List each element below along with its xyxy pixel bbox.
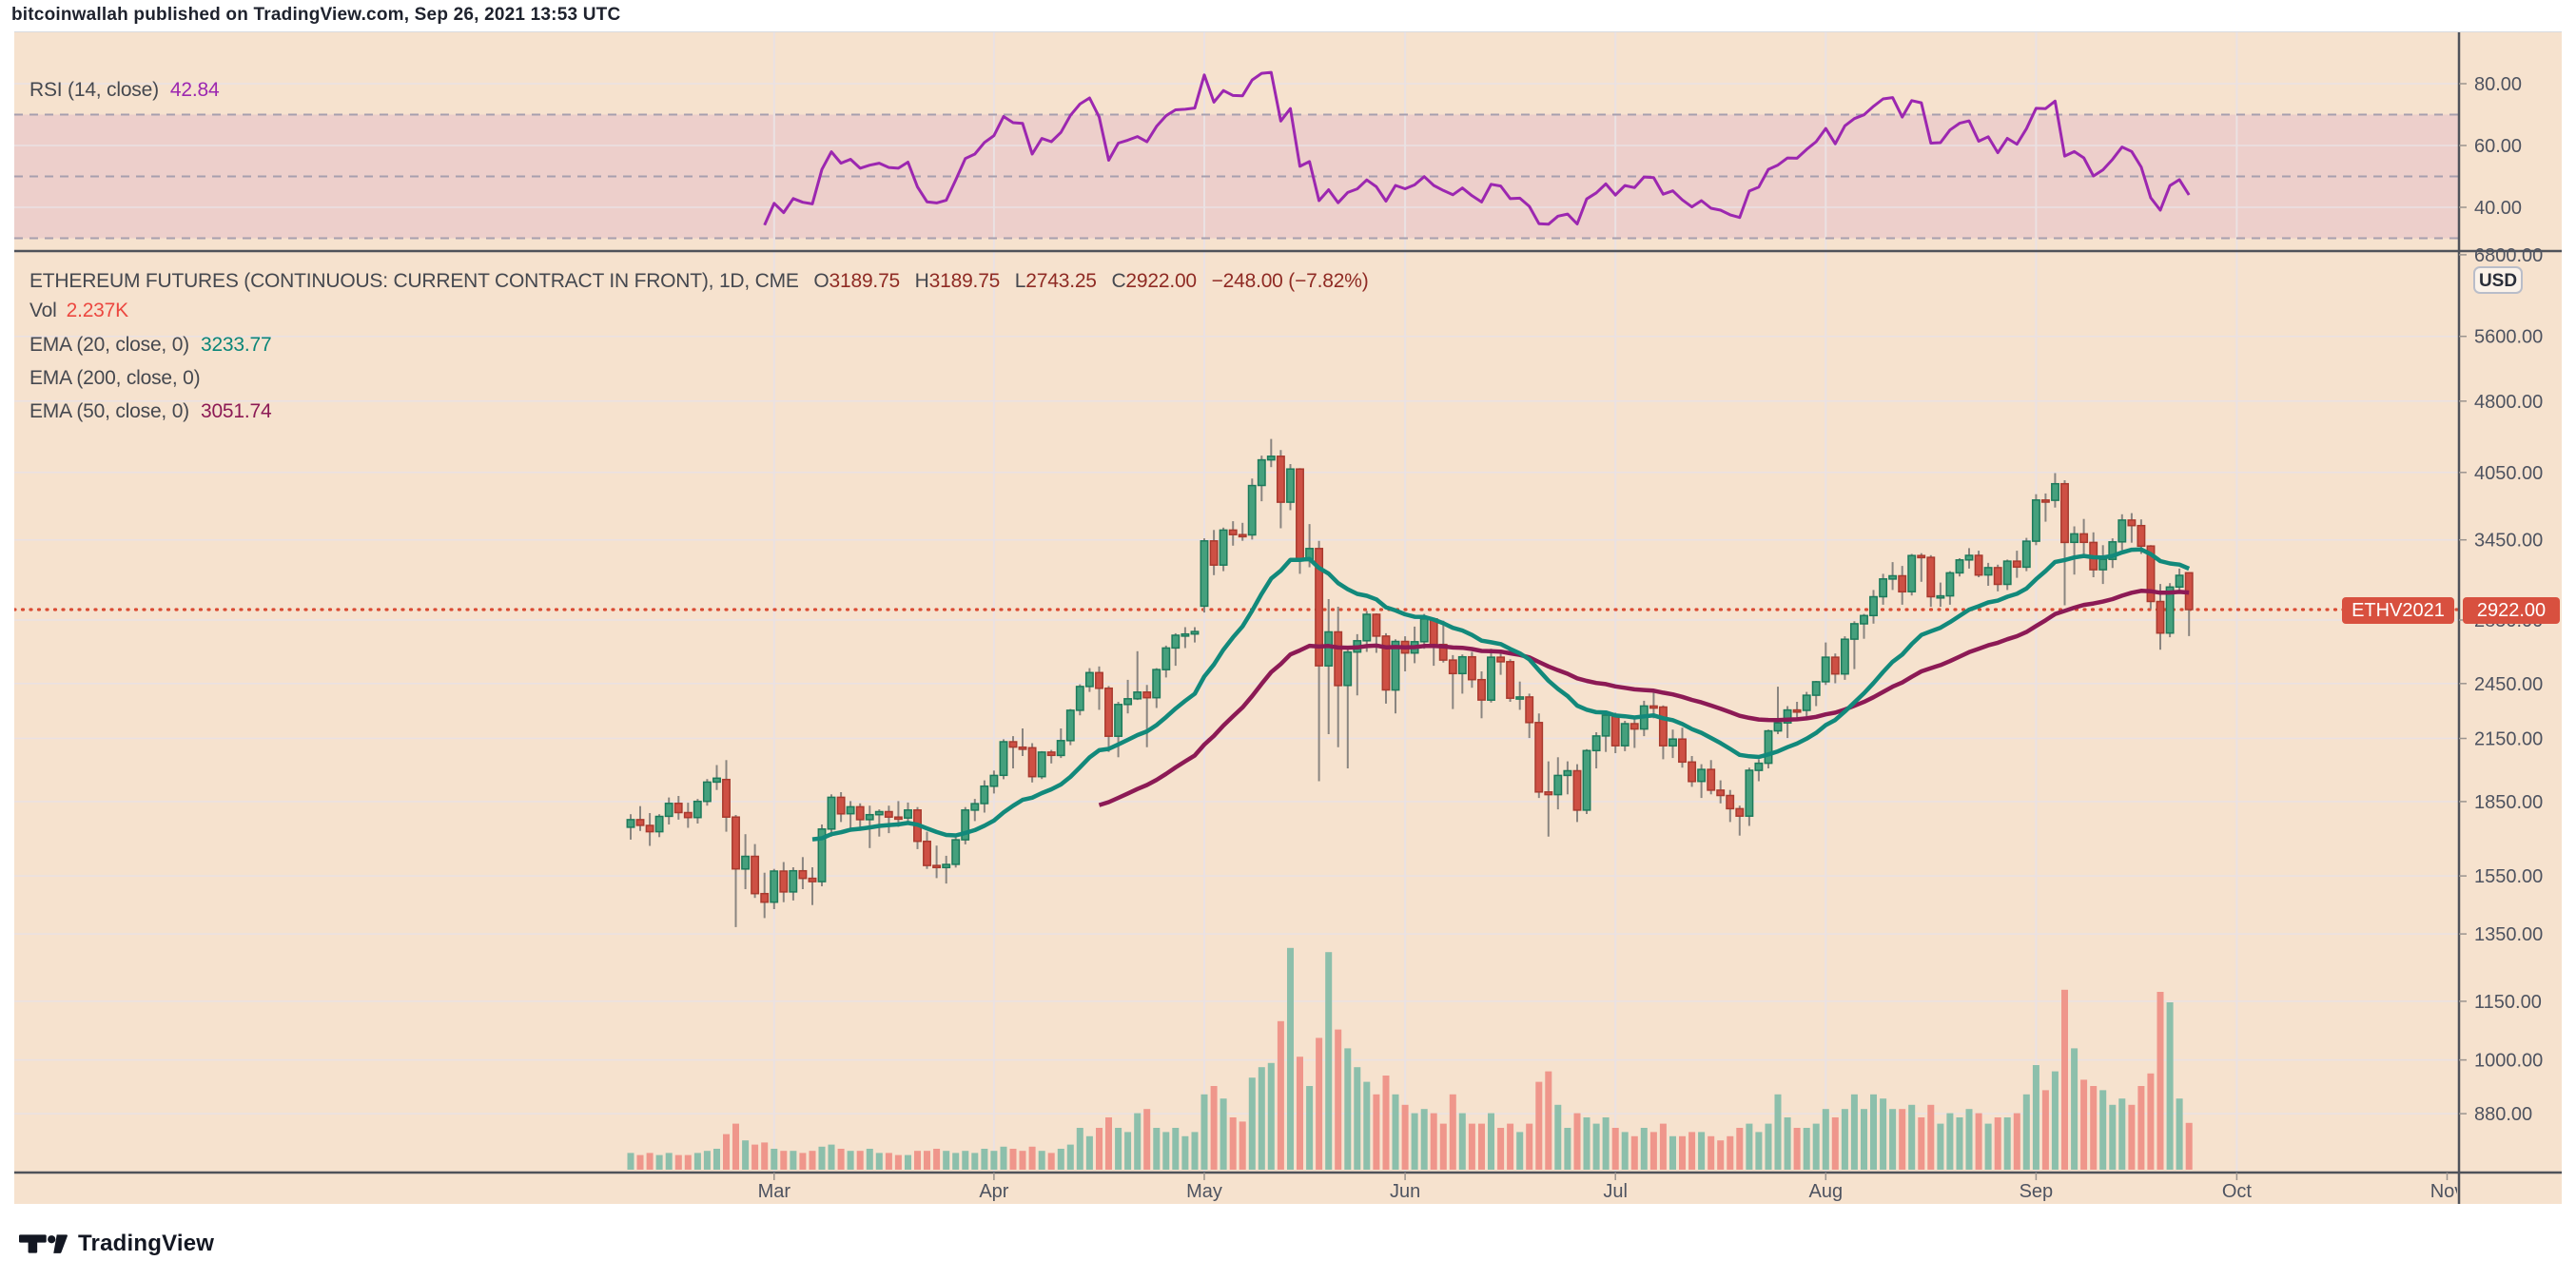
tradingview-logo[interactable]: TradingView [19,1229,214,1259]
high-value: 3189.75 [928,270,1001,292]
price-tick-label: 1550.00 [2474,866,2543,887]
ema200-label: EMA (200, close, 0) [29,367,201,389]
open-value: 3189.75 [829,270,901,292]
price-tick-label: 2450.00 [2474,674,2543,695]
low-label: L [1014,270,1026,292]
chart-area: 80.00 60.00 40.00 6800.00 5600.00 4800.00 4050… [14,31,2562,1204]
price-tick-label: 4050.00 [2474,463,2543,484]
month-tick-label: Apr [979,1181,1008,1202]
rsi-tick-label: 40.00 [2474,198,2522,219]
month-tick-label: May [1186,1181,1222,1202]
month-tick-label: Mar [758,1181,791,1202]
tradingview-logo-text: TradingView [78,1231,215,1256]
month-tick-label: Sep [2020,1181,2054,1202]
volume-value: 2.237K [66,300,129,321]
price-tick-label: 1850.00 [2474,792,2543,813]
ema50-label: EMA (50, close, 0) [29,400,189,422]
close-value: 2922.00 [1125,270,1197,292]
rsi-legend-label: RSI (14, close) [29,79,159,101]
open-label: O [813,270,829,292]
symbol-price-label-badge: ETHV2021 [2342,597,2454,624]
rsi-tick-label: 80.00 [2474,74,2522,95]
high-label: H [914,270,929,292]
change-value: −248.00 (−7.82%) [1211,270,1369,292]
price-tick-label: 1150.00 [2474,992,2542,1013]
price-tick-label: 880.00 [2474,1104,2532,1125]
ema20-line [811,547,2191,842]
ema50-value: 3051.74 [200,400,272,422]
month-tick-label: Oct [2222,1181,2253,1202]
price-chart-canvas[interactable]: 80.00 60.00 40.00 6800.00 5600.00 4800.00 4050… [14,32,2562,1204]
ema20-legend-row: EMA (20, close, 0) 3233.77 [29,334,272,357]
rsi-tick-label: 60.00 [2474,136,2522,157]
ema50-legend-row: EMA (50, close, 0) 3051.74 [29,400,272,423]
price-tick-label: 1350.00 [2474,924,2543,945]
low-value: 2743.25 [1025,270,1097,292]
volume-legend-row: Vol 2.237K [29,300,128,322]
price-tick-label: 2150.00 [2474,729,2543,750]
rsi-legend: RSI (14, close) 42.84 [29,79,220,102]
ema20-value: 3233.77 [200,334,272,356]
tradingview-logo-icon [19,1234,68,1253]
publish-byline: bitcoinwallah published on TradingView.c… [11,5,621,25]
rsi-line [763,70,2191,226]
symbol-legend-row: ETHEREUM FUTURES (CONTINUOUS: CURRENT CO… [29,270,1369,293]
ema50-line [1098,589,2190,807]
ema20-label: EMA (20, close, 0) [29,334,189,356]
month-tick-label: Jun [1390,1181,1420,1202]
last-price-badge: 2922.00 [2463,597,2560,624]
month-tick-label: Jul [1603,1181,1628,1202]
price-tick-label: 6800.00 [2474,245,2543,266]
volume-label: Vol [29,300,57,321]
month-tick-label: Nov [2430,1181,2465,1202]
price-tick-label: 1000.00 [2474,1051,2543,1072]
close-label: C [1111,270,1126,292]
symbol-title: ETHEREUM FUTURES (CONTINUOUS: CURRENT CO… [29,270,799,292]
month-tick-label: Aug [1809,1181,1844,1202]
ema200-legend-row: EMA (200, close, 0) [29,367,211,390]
price-tick-label: 3450.00 [2474,531,2543,552]
price-tick-label: 4800.00 [2474,392,2543,413]
currency-unit-button[interactable]: USD [2473,266,2523,294]
rsi-legend-value: 42.84 [169,79,220,101]
price-tick-label: 5600.00 [2474,327,2543,348]
